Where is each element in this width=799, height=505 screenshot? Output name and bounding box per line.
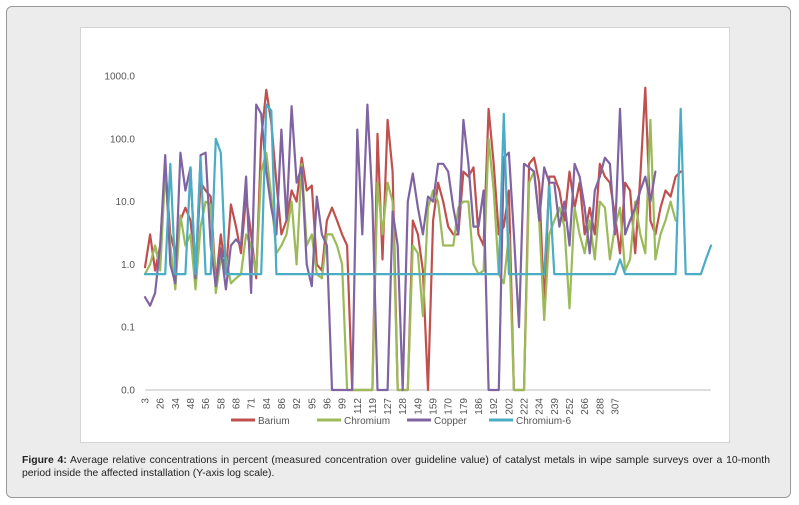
x-tick-label: 266 bbox=[580, 398, 591, 415]
x-tick-label: 56 bbox=[201, 398, 212, 410]
x-tick-label: 252 bbox=[565, 398, 576, 415]
x-tick-label: 128 bbox=[398, 398, 409, 415]
x-tick-label: 127 bbox=[383, 398, 394, 415]
x-tick-label: 234 bbox=[535, 398, 546, 415]
legend-label-chromium-6: Chromium-6 bbox=[516, 416, 571, 427]
x-tick-label: 96 bbox=[322, 398, 333, 410]
series-line-barium bbox=[143, 86, 682, 392]
x-tick-label: 86 bbox=[277, 398, 288, 410]
figure-frame: 1000.0 100.0 10.0 1.0 0.1 0.0 3 26 34 48 56 58 68 71 8… bbox=[6, 6, 791, 498]
series-line-chromium-6 bbox=[143, 103, 713, 276]
x-tick-label: 68 bbox=[231, 398, 242, 410]
x-tick-label: 288 bbox=[595, 398, 606, 415]
x-tick-label: 112 bbox=[353, 398, 364, 414]
caption-text: Average relative concentrations in perce… bbox=[22, 455, 770, 479]
x-tick-label: 92 bbox=[292, 398, 303, 410]
x-tick-label: 159 bbox=[429, 398, 440, 415]
y-tick-label: 0.1 bbox=[121, 323, 135, 334]
y-tick-label: 1000.0 bbox=[104, 72, 135, 83]
x-tick-label: 71 bbox=[247, 398, 258, 410]
y-tick-label: 10.0 bbox=[116, 197, 136, 208]
line-chart: 1000.0 100.0 10.0 1.0 0.1 0.0 3 26 34 48 56 58 68 71 8… bbox=[104, 72, 713, 427]
legend-label-copper: Copper bbox=[434, 416, 467, 427]
x-tick-label: 186 bbox=[474, 398, 485, 415]
x-tick-label: 192 bbox=[489, 398, 500, 415]
x-tick-label: 84 bbox=[262, 398, 273, 410]
x-tick-label: 95 bbox=[307, 398, 318, 410]
x-tick-label: 58 bbox=[216, 398, 227, 410]
x-tick-label: 179 bbox=[459, 398, 470, 415]
x-tick-label: 26 bbox=[156, 398, 167, 410]
x-tick-label: 307 bbox=[610, 398, 621, 415]
x-tick-label: 222 bbox=[520, 398, 531, 415]
x-tick-label: 202 bbox=[504, 398, 515, 415]
caption-label: Figure 4: bbox=[22, 455, 67, 466]
x-tick-label: 3 bbox=[141, 398, 152, 404]
figure-caption: Figure 4: Average relative concentration… bbox=[22, 454, 770, 480]
chart-area: 1000.0 100.0 10.0 1.0 0.1 0.0 3 26 34 48 56 58 68 71 8… bbox=[80, 27, 730, 443]
x-tick-label: 34 bbox=[171, 398, 182, 410]
x-tick-label: 48 bbox=[186, 398, 197, 410]
series-line-copper bbox=[143, 103, 657, 392]
legend-label-chromium: Chromium bbox=[344, 416, 390, 427]
y-tick-label: 0.0 bbox=[121, 386, 135, 397]
x-tick-label: 99 bbox=[338, 398, 349, 410]
y-tick-label: 1.0 bbox=[121, 260, 135, 271]
x-tick-label: 239 bbox=[550, 398, 561, 415]
x-tick-label: 170 bbox=[444, 398, 455, 415]
x-tick-label: 119 bbox=[368, 398, 379, 414]
y-tick-label: 100.0 bbox=[110, 134, 135, 145]
x-tick-label: 149 bbox=[413, 398, 424, 415]
legend-label-barium: Barium bbox=[258, 416, 290, 427]
